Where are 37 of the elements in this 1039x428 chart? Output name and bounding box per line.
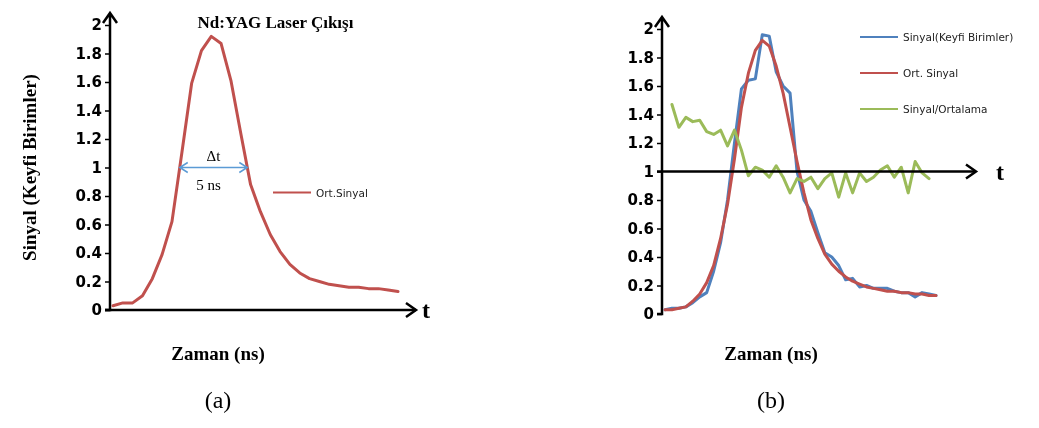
y-tick-label: 0.2: [627, 276, 654, 295]
y-tick-label: 0.2: [75, 272, 102, 291]
legend-label: Sinyal(Keyfi Birimler): [903, 31, 1014, 43]
y-tick-label: 2: [91, 16, 102, 35]
y-tick-label: 0.8: [627, 191, 654, 210]
legend-label: Ort. Sinyal: [903, 67, 959, 79]
text: t: [422, 297, 430, 323]
legend-label: Sinyal/Ortalama: [903, 103, 988, 115]
y-tick-label: 1.8: [75, 44, 102, 63]
ref-line-label: t: [996, 158, 1004, 185]
y-tick-label: 2: [643, 20, 654, 39]
y-tick-label: 0: [91, 301, 102, 320]
y-tick-label: 1: [91, 158, 102, 177]
y-tick-label: 1.2: [627, 134, 654, 153]
y-tick-label: 0.6: [627, 219, 654, 238]
chart-title: Nd:YAG Laser Çıkışı: [197, 13, 354, 32]
y-tick-label: 0.6: [75, 215, 102, 234]
y-tick-label: 1.6: [627, 77, 654, 96]
y-tick-label: 1.8: [627, 48, 654, 67]
y-tick-label: 1: [643, 162, 654, 181]
y-tick-label: 1.6: [75, 73, 102, 92]
y-tick-label: 0: [643, 305, 654, 324]
y-tick-label: 0.8: [75, 187, 102, 206]
y-tick-label: 0.4: [627, 248, 654, 267]
legend-label: Ort.Sinyal: [316, 186, 368, 199]
y-axis-title: Sinyal (Keyfi Birimler): [19, 74, 41, 261]
text: (a): [204, 387, 232, 413]
y-tick-label: 1.2: [75, 130, 102, 149]
y-tick-label: 1.4: [627, 105, 654, 124]
y-tick-label: 1.4: [75, 101, 102, 120]
annotation: 5 ns: [196, 176, 221, 193]
annotation: Δt: [206, 147, 222, 164]
x-axis-title: Zaman (ns): [724, 343, 818, 365]
text: (b): [757, 387, 785, 413]
y-tick-label: 0.4: [75, 244, 102, 263]
x-axis-title: Zaman (ns): [171, 343, 265, 365]
line-series: [111, 34, 400, 308]
